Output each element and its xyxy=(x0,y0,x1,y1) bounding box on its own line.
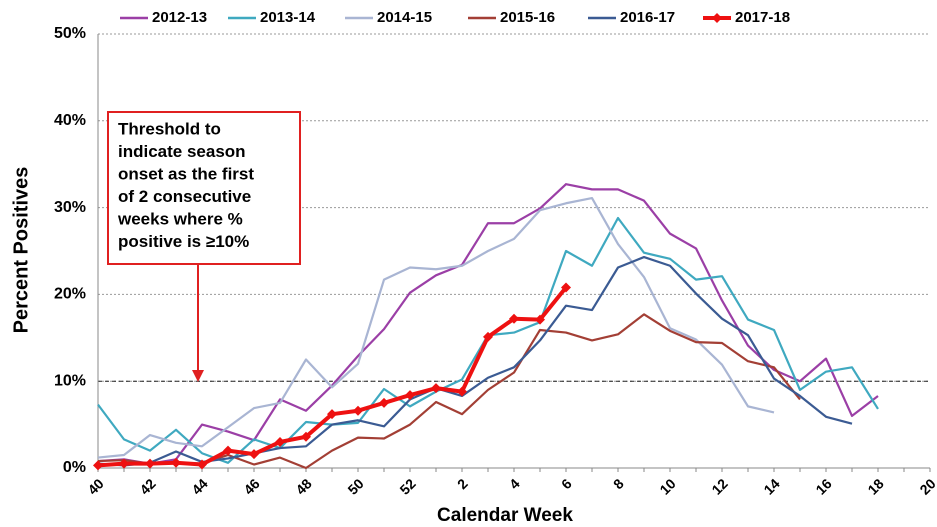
x-tick-label: 10 xyxy=(656,475,678,497)
data-marker xyxy=(535,314,545,325)
legend-label: 2013-14 xyxy=(260,9,316,26)
legend-label: 2015-16 xyxy=(500,9,555,26)
annotation-arrowhead xyxy=(192,370,204,382)
legend-label: 2016-17 xyxy=(620,9,675,26)
x-tick-label: 46 xyxy=(240,475,262,497)
y-tick-label: 40% xyxy=(54,112,86,129)
annotation-text: of 2 consecutive xyxy=(118,187,251,206)
series-line xyxy=(97,196,775,459)
x-tick-label: 48 xyxy=(292,475,314,497)
x-axis-title: Calendar Week xyxy=(437,505,573,526)
annotation-text: positive is ≥10% xyxy=(118,232,249,251)
x-tick-label: 8 xyxy=(610,475,627,492)
data-marker xyxy=(379,397,389,408)
series-line xyxy=(97,286,568,468)
data-marker xyxy=(119,458,129,469)
annotation-text: weeks where % xyxy=(117,209,243,228)
data-marker xyxy=(457,386,467,397)
data-marker xyxy=(431,383,441,394)
annotation-box xyxy=(107,111,301,265)
y-tick-label: 50% xyxy=(54,25,86,42)
y-tick-label: 20% xyxy=(54,286,86,303)
annotation-text: Threshold to xyxy=(118,119,221,138)
x-tick-label: 18 xyxy=(864,475,886,497)
legend-marker xyxy=(712,13,722,23)
series-line xyxy=(97,255,853,467)
legend-label: 2012-13 xyxy=(152,9,207,26)
data-marker xyxy=(93,460,103,471)
y-tick-label: 0% xyxy=(63,459,86,476)
x-tick-label: 20 xyxy=(916,475,937,497)
x-tick-label: 12 xyxy=(708,475,730,497)
data-marker xyxy=(353,405,363,416)
x-tick-label: 40 xyxy=(84,475,106,497)
x-tick-label: 50 xyxy=(344,475,366,497)
x-tick-label: 4 xyxy=(506,475,523,492)
data-marker xyxy=(301,431,311,442)
data-marker xyxy=(249,449,259,460)
annotation-text: indicate season xyxy=(118,142,246,161)
data-marker xyxy=(561,282,571,293)
x-tick-label: 52 xyxy=(396,475,418,497)
x-tick-label: 44 xyxy=(188,475,210,497)
data-marker xyxy=(275,436,285,447)
y-tick-label: 30% xyxy=(54,199,86,216)
data-marker xyxy=(171,457,181,468)
data-marker xyxy=(509,313,519,324)
x-tick-label: 42 xyxy=(136,475,158,497)
annotation-text: onset as the first xyxy=(118,164,254,183)
data-marker xyxy=(223,445,233,456)
data-marker xyxy=(405,390,415,401)
x-tick-label: 2 xyxy=(454,475,471,492)
y-axis-title: Percent Positives xyxy=(10,167,32,334)
data-marker xyxy=(483,331,493,342)
legend-label: 2017-18 xyxy=(735,9,790,26)
data-marker xyxy=(197,459,207,470)
data-marker xyxy=(327,409,337,420)
x-tick-label: 6 xyxy=(558,475,575,492)
series-line xyxy=(97,183,879,465)
data-marker xyxy=(145,458,155,469)
x-tick-label: 16 xyxy=(812,475,834,497)
legend-label: 2014-15 xyxy=(377,9,432,26)
y-tick-label: 10% xyxy=(54,372,86,389)
x-tick-label: 14 xyxy=(760,475,782,497)
